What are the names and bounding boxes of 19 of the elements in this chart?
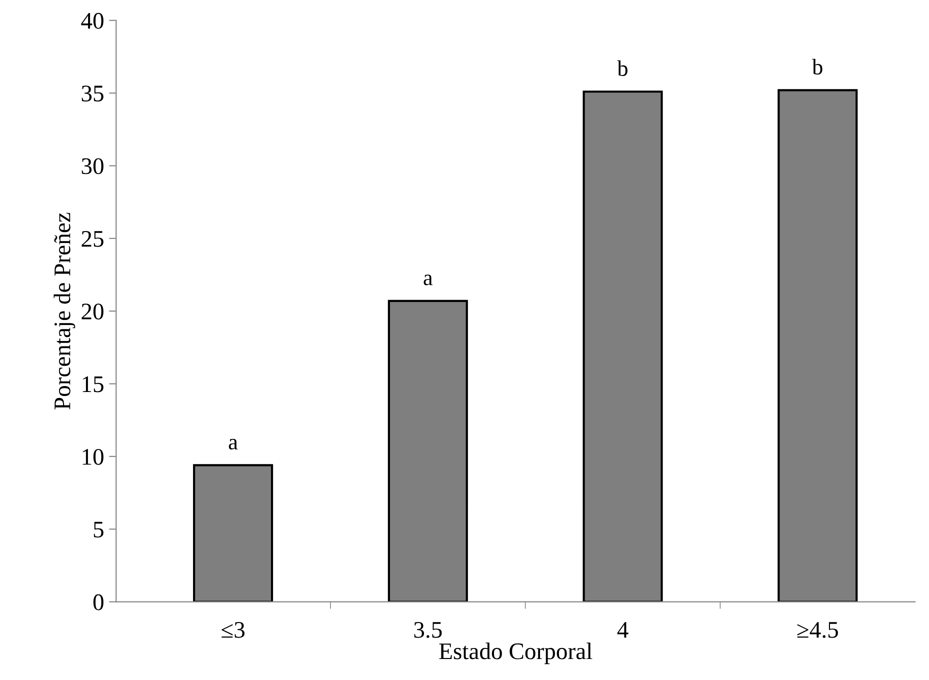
y-axis-title: Porcentaje de Preñez — [54, 212, 76, 410]
y-tick-label: 40 — [81, 12, 104, 29]
y-tick-label: 25 — [82, 230, 104, 247]
x-tick-label: ≤3 — [222, 622, 244, 638]
y-tick-label: 10 — [82, 448, 104, 465]
y-tick-label: 30 — [82, 158, 104, 174]
x-tick-label: 3.5 — [414, 622, 442, 638]
x-tick-label: ≥4.5 — [797, 622, 838, 638]
y-tick-label: 0 — [93, 594, 104, 610]
x-tick-label: 4 — [617, 622, 628, 638]
y-tick-label: 5 — [94, 522, 104, 538]
x-axis-title: Estado Corporal — [439, 642, 592, 664]
annotation: b — [617, 60, 628, 76]
annotation: a — [228, 438, 238, 450]
annotation: a — [424, 274, 433, 286]
annotation: b — [812, 58, 822, 75]
y-tick-label: 35 — [82, 86, 104, 102]
y-tick-label: 15 — [82, 376, 104, 392]
y-tick-label: 20 — [82, 304, 104, 320]
